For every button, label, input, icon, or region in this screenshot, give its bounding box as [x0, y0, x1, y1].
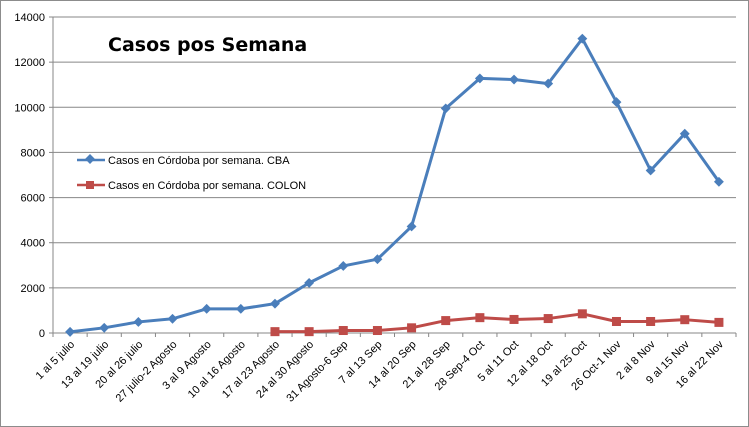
series-cba [65, 33, 724, 337]
data-point [713, 176, 724, 187]
axes [49, 16, 737, 337]
data-point [270, 298, 280, 309]
data-point [577, 309, 587, 319]
y-tick-label: 8000 [21, 147, 45, 159]
data-point [201, 303, 212, 314]
legend: Casos en Córdoba por semana. CBA Casos e… [77, 154, 306, 192]
data-point [406, 221, 417, 232]
gridlines [53, 16, 736, 334]
data-point [133, 316, 144, 327]
data-point [304, 327, 314, 337]
y-tick-label: 14000 [14, 12, 45, 24]
y-tick-label: 6000 [21, 193, 45, 205]
data-point [611, 97, 622, 108]
legend-marker-cba [85, 154, 95, 164]
data-point [679, 128, 690, 139]
data-point [270, 327, 280, 337]
data-point [646, 316, 656, 326]
data-point [338, 261, 349, 271]
legend-item-cba: Casos en Córdoba por semana. CBA [77, 154, 290, 167]
y-tick-label: 2000 [21, 283, 45, 295]
data-point [99, 322, 110, 333]
data-point [475, 313, 485, 323]
series-colon [270, 309, 724, 337]
legend-marker-colon [86, 181, 94, 189]
data-point [372, 326, 382, 336]
y-tick-labels: 0 2000 4000 6000 8000 10000 12000 14000 [14, 12, 45, 340]
data-point [235, 303, 246, 314]
series-line [69, 37, 721, 334]
data-point [509, 314, 519, 324]
x-tick-label: 27 julio-2 Agosto [114, 339, 180, 405]
data-point [338, 326, 348, 336]
data-point [680, 315, 690, 325]
legend-label-cba: Casos en Córdoba por semana. CBA [108, 155, 290, 167]
x-tick-label: 31 Agosto-6 Sep [284, 339, 350, 405]
data-point [65, 326, 76, 337]
data-point [611, 316, 621, 326]
series-line [274, 312, 720, 334]
data-point [577, 33, 588, 44]
y-tick-label: 12000 [14, 57, 45, 69]
data-point [441, 316, 451, 326]
data-point [304, 277, 315, 288]
data-point [714, 317, 724, 327]
data-point [372, 254, 383, 265]
legend-label-colon: Casos en Córdoba por semana. COLON [108, 180, 306, 192]
data-point [509, 74, 519, 85]
y-tick-label: 0 [39, 328, 45, 340]
data-point [543, 314, 553, 324]
data-point [407, 323, 417, 333]
data-point [645, 165, 656, 176]
y-tick-label: 4000 [21, 238, 45, 250]
y-tick-label: 10000 [14, 102, 45, 114]
data-point [543, 78, 554, 89]
data-point [167, 313, 178, 324]
chart-title: Casos pos Semana [108, 34, 307, 56]
series-lines [65, 33, 724, 337]
legend-item-colon: Casos en Córdoba por semana. COLON [77, 180, 306, 192]
